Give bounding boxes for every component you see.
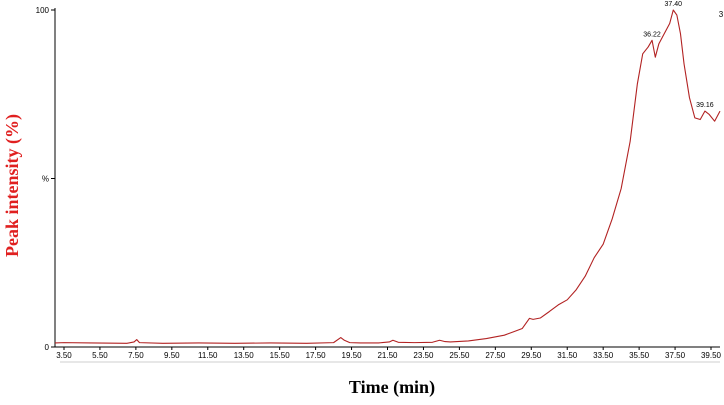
right-edge-label: 3	[719, 10, 724, 19]
x-tick-label-4: 11.50	[198, 351, 218, 360]
x-tick-label-5: 13.50	[234, 351, 255, 360]
x-tick-label-11: 25.50	[449, 351, 470, 360]
x-tick-label-2: 7.50	[128, 351, 144, 360]
y-tick-label-1: %	[42, 175, 49, 184]
y-tick-label-2: 100	[36, 6, 50, 15]
x-tick-label-10: 23.50	[413, 351, 434, 360]
x-tick-label-14: 31.50	[557, 351, 578, 360]
x-axis-label: Time (min)	[348, 377, 436, 397]
x-tick-label-7: 17.50	[306, 351, 327, 360]
x-tick-label-12: 27.50	[485, 351, 506, 360]
y-axis-label: Peak intensity (%)	[1, 113, 22, 257]
x-tick-label-15: 33.50	[593, 351, 614, 360]
x-tick-label-6: 15.50	[270, 351, 291, 360]
x-tick-label-0: 3.50	[56, 351, 72, 360]
peak-label-1: 37.40	[665, 1, 683, 8]
series-line-0	[54, 9, 721, 344]
x-tick-label-13: 29.50	[521, 351, 542, 360]
x-tick-label-9: 21.50	[377, 351, 398, 360]
y-tick-label-0: 0	[45, 343, 50, 352]
x-tick-label-18: 39.50	[701, 351, 722, 360]
x-tick-label-1: 5.50	[92, 351, 108, 360]
x-tick-label-17: 37.50	[665, 351, 686, 360]
peak-label-0: 36.22	[643, 31, 661, 38]
y-axis-label-wrap: Peak intensity (%)	[2, 60, 22, 310]
peak-label-2: 39.16	[696, 102, 714, 109]
x-tick-label-8: 19.50	[342, 351, 363, 360]
x-tick-label-3: 9.50	[164, 351, 180, 360]
x-tick-label-16: 35.50	[629, 351, 650, 360]
